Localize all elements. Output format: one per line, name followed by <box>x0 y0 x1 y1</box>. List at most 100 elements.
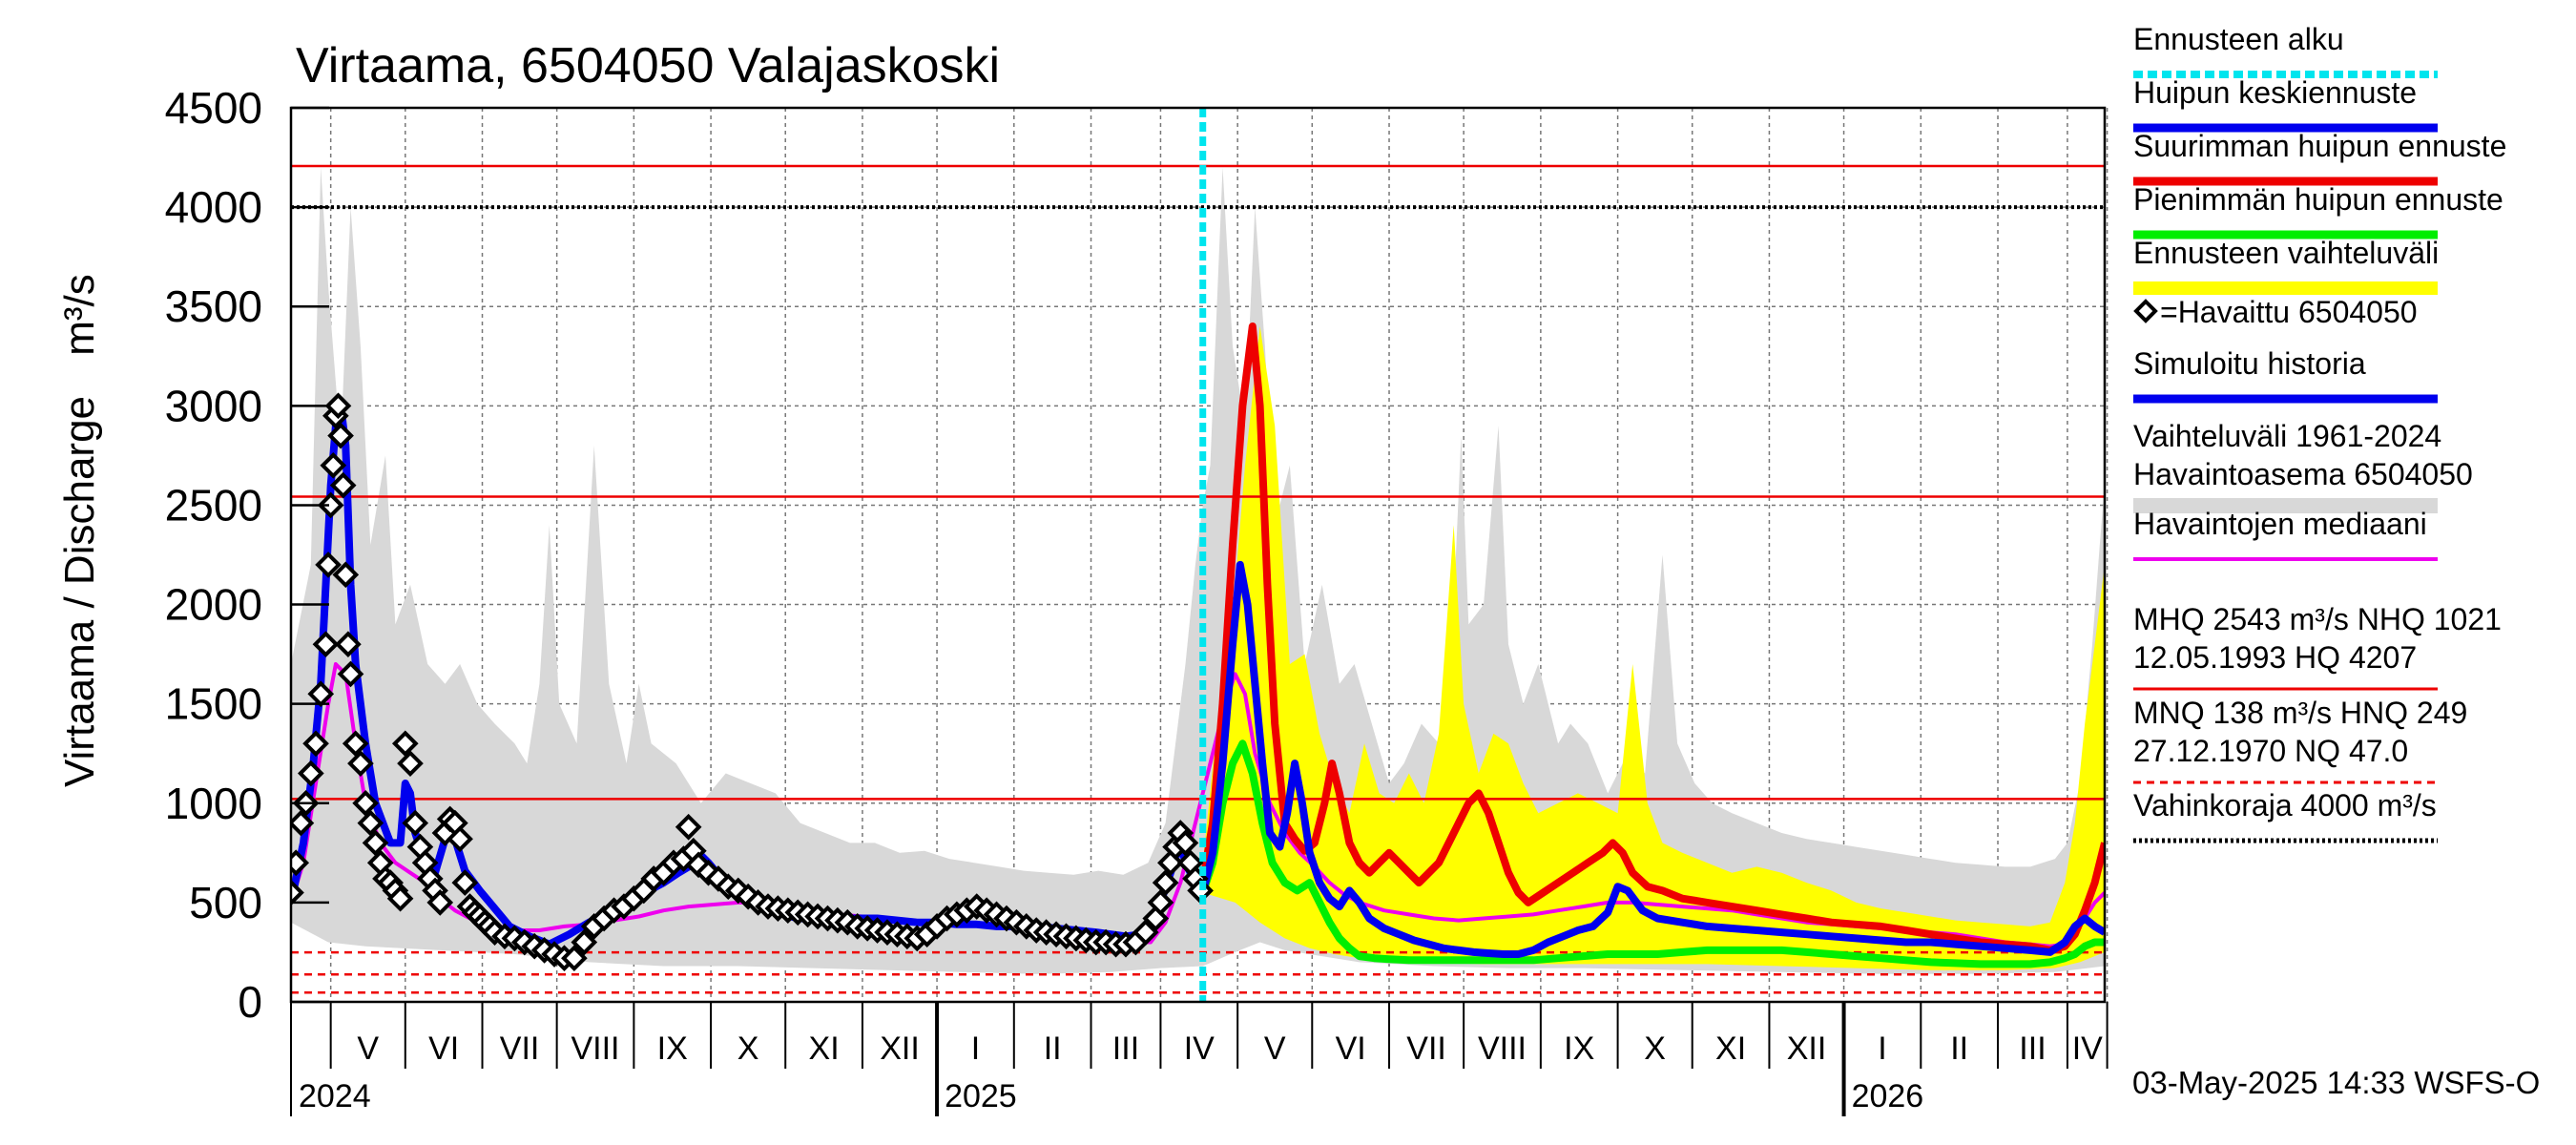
month-label: III <box>1112 1030 1139 1067</box>
max-peak-forecast-line <box>1198 323 2105 954</box>
year-label: 2025 <box>945 1078 1017 1114</box>
observed-point <box>335 631 362 658</box>
legend-label-2: Havaintoasema 6504050 <box>2133 457 2473 491</box>
month-label: I <box>1878 1030 1886 1067</box>
month-label: XII <box>1787 1030 1827 1067</box>
timestamp-footer: 03-May-2025 14:33 WSFS-O <box>2132 1065 2540 1100</box>
y-tick-label: 3500 <box>165 281 262 331</box>
observed-point <box>386 885 414 912</box>
observed-point <box>337 660 364 688</box>
month-label: IV <box>1184 1030 1215 1067</box>
observed-point <box>329 471 357 499</box>
month-label: I <box>971 1030 980 1067</box>
month-label: XI <box>1715 1030 1746 1067</box>
month-label: VII <box>500 1030 540 1067</box>
month-label: II <box>1044 1030 1062 1067</box>
observed-point <box>317 491 344 519</box>
observed-point <box>391 730 419 758</box>
month-label: II <box>1950 1030 1968 1067</box>
y-tick-label: 500 <box>189 878 262 927</box>
y-tick-label: 4500 <box>165 83 262 133</box>
month-label: V <box>1264 1030 1286 1067</box>
legend-label: Suurimman huipun ennuste <box>2133 129 2506 163</box>
observed-point <box>571 928 598 956</box>
month-label: XI <box>809 1030 840 1067</box>
observed-point <box>352 789 379 817</box>
year-label: 2024 <box>299 1078 371 1114</box>
y-axis-unit: m³/s <box>56 274 103 356</box>
legend: Ennusteen alku Huipun keskiennuste Suurimm… <box>2133 22 2506 843</box>
observed-point <box>1152 869 1179 896</box>
observed-point <box>291 849 310 877</box>
plot-series-layer <box>291 164 2105 994</box>
observed-point <box>1132 919 1159 946</box>
observed-point <box>561 945 588 972</box>
forecast-range-area <box>1202 326 2105 970</box>
observed-point <box>426 889 454 916</box>
y-tick-label: 2500 <box>165 480 262 530</box>
legend-label: Havaintojen mediaani <box>2133 507 2427 541</box>
min-peak-forecast-line <box>1198 739 2105 968</box>
month-label: IX <box>1564 1030 1594 1067</box>
month-label: X <box>737 1030 759 1067</box>
legend-label: =Havaittu 6504050 <box>2160 295 2418 329</box>
observed-point <box>302 730 329 758</box>
month-label: IV <box>2072 1030 2103 1067</box>
legend-label: Huipun keskiennuste <box>2133 75 2417 110</box>
observed-point <box>298 760 324 787</box>
month-label: VI <box>1336 1030 1366 1067</box>
observed-point <box>402 809 429 837</box>
observed-point <box>1172 829 1199 857</box>
observed-point <box>324 392 352 420</box>
y-tick-label: 3000 <box>165 381 262 430</box>
y-tick-label: 4000 <box>165 182 262 232</box>
observed-point <box>312 631 340 658</box>
y-tick-label: 2000 <box>165 580 262 630</box>
observed-point <box>320 451 347 479</box>
month-label: VII <box>1406 1030 1446 1067</box>
plot-frame <box>289 106 2107 1004</box>
observed-point <box>342 730 369 758</box>
y-axis-label: Virtaama / Discharge <box>56 396 103 787</box>
observed-point <box>315 552 342 578</box>
observed-point <box>357 809 384 837</box>
legend-label: Simuloitu historia <box>2133 346 2366 381</box>
legend-label: Vaihteluväli 1961-2024 <box>2133 419 2441 453</box>
observed-point <box>332 561 360 589</box>
y-tick-label: 0 <box>238 977 262 1027</box>
legend-label: MNQ 138 m³/s HNQ 249 <box>2133 696 2467 730</box>
observed-point <box>447 825 473 853</box>
y-tick-label: 1000 <box>165 779 262 828</box>
month-label: VIII <box>571 1030 619 1067</box>
observed-point <box>291 809 315 837</box>
legend-label-2: 27.12.1970 NQ 47.0 <box>2133 734 2408 768</box>
month-label: III <box>2019 1030 2046 1067</box>
legend-label: Vahinkoraja 4000 m³/s <box>2133 788 2437 822</box>
observed-point <box>362 829 389 857</box>
month-label: IX <box>657 1030 688 1067</box>
legend-label: Pienimmän huipun ennuste <box>2133 182 2503 217</box>
legend-marker-observed <box>2133 299 2158 323</box>
legend-label: MHQ 2543 m³/s NHQ 1021 <box>2133 602 2502 636</box>
observed-point <box>327 422 354 449</box>
month-label: X <box>1644 1030 1666 1067</box>
observed-point <box>675 813 702 841</box>
legend-label-2: 12.05.1993 HQ 4207 <box>2133 640 2417 675</box>
observed-point <box>347 750 374 777</box>
month-label: V <box>357 1030 379 1067</box>
month-label: VIII <box>1478 1030 1527 1067</box>
chart-title: Virtaama, 6504050 Valajaskoski <box>296 38 1000 94</box>
observed-point <box>451 869 479 896</box>
month-label: VI <box>428 1030 459 1067</box>
legend-label: Ennusteen vaihteluväli <box>2133 236 2439 270</box>
month-label: XII <box>880 1030 920 1067</box>
y-tick-label: 1500 <box>165 679 262 729</box>
year-label: 2026 <box>1852 1078 1924 1114</box>
mean-peak-forecast-line <box>1198 560 2105 958</box>
observed-point <box>397 750 424 777</box>
legend-label: Ennusteen alku <box>2133 22 2344 56</box>
observed-point <box>291 879 304 906</box>
observed-point <box>1147 889 1174 916</box>
